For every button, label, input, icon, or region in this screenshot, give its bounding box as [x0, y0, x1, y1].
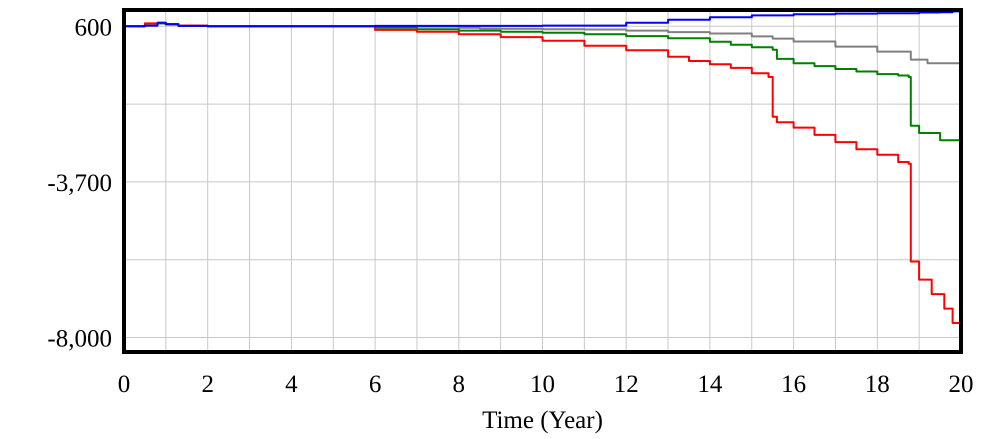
x-tick-label: 12	[614, 371, 639, 398]
x-tick-label: 8	[453, 371, 466, 398]
series-lines	[124, 10, 962, 349]
y-tick-label: -3,700	[47, 170, 112, 197]
x-tick-label: 0	[118, 371, 131, 398]
gridlines	[124, 10, 961, 352]
x-tick-label: 14	[697, 371, 723, 398]
x-tick-label: 16	[781, 371, 806, 398]
series-line-3	[124, 10, 962, 28]
x-tick-labels: 0 2 4 6 8 10 12 14 16 18 20	[118, 371, 974, 398]
x-tick-label: 20	[949, 371, 974, 398]
y-tick-label: -8,000	[47, 326, 112, 353]
plot-frame	[122, 8, 963, 354]
x-tick-label: 18	[865, 371, 890, 398]
y-tick-label: 600	[75, 14, 113, 41]
x-tick-label: 2	[201, 371, 214, 398]
x-tick-label: 4	[285, 371, 298, 398]
x-tick-label: 10	[530, 371, 555, 398]
x-axis-title: Time (Year)	[482, 407, 603, 434]
x-tick-label: 6	[369, 371, 382, 398]
y-tick-labels: 600 -3,700 -8,000	[47, 14, 112, 352]
